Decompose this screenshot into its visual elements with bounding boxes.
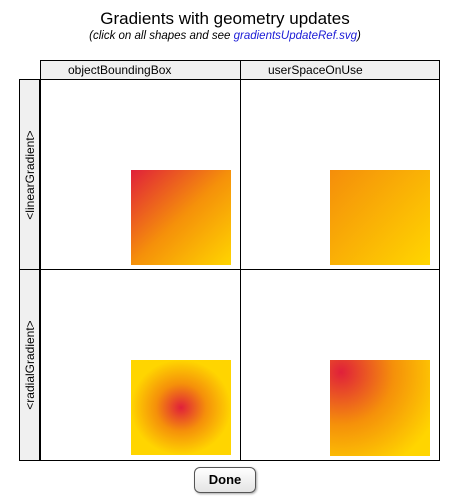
cell-radial-user-space-on-use — [240, 269, 440, 461]
gradient-test-grid: objectBoundingBox userSpaceOnUse <linear… — [19, 60, 440, 461]
cell-radial-object-bounding-box — [40, 269, 241, 461]
linear-object-bounding-box-square[interactable] — [131, 170, 231, 265]
linear-user-space-on-use-square[interactable] — [241, 80, 439, 269]
row-header-linear-gradient: <linearGradient> — [19, 79, 40, 270]
radial-object-bounding-box-square[interactable] — [131, 360, 231, 455]
row-label-linear-gradient: <linearGradient> — [22, 129, 37, 220]
done-button[interactable]: Done — [194, 467, 256, 493]
reference-link[interactable]: gradientsUpdateRef.svg — [233, 30, 357, 42]
column-header-user-space-on-use: userSpaceOnUse — [240, 60, 440, 80]
radial-user-space-on-use-square[interactable] — [241, 270, 439, 460]
cell-linear-object-bounding-box — [40, 79, 241, 270]
instruction-suffix: ) — [357, 30, 361, 42]
column-header-object-bounding-box: objectBoundingBox — [40, 60, 241, 80]
row-header-radial-gradient: <radialGradient> — [19, 269, 40, 461]
page-title: Gradients with geometry updates — [100, 9, 350, 28]
instruction-prefix: (click on all shapes and see — [89, 30, 234, 42]
instruction-text: (click on all shapes and see gradientsUp… — [0, 29, 450, 43]
row-label-radial-gradient: <radialGradient> — [22, 320, 37, 410]
grid-corner — [19, 60, 40, 80]
cell-linear-user-space-on-use — [240, 79, 440, 270]
